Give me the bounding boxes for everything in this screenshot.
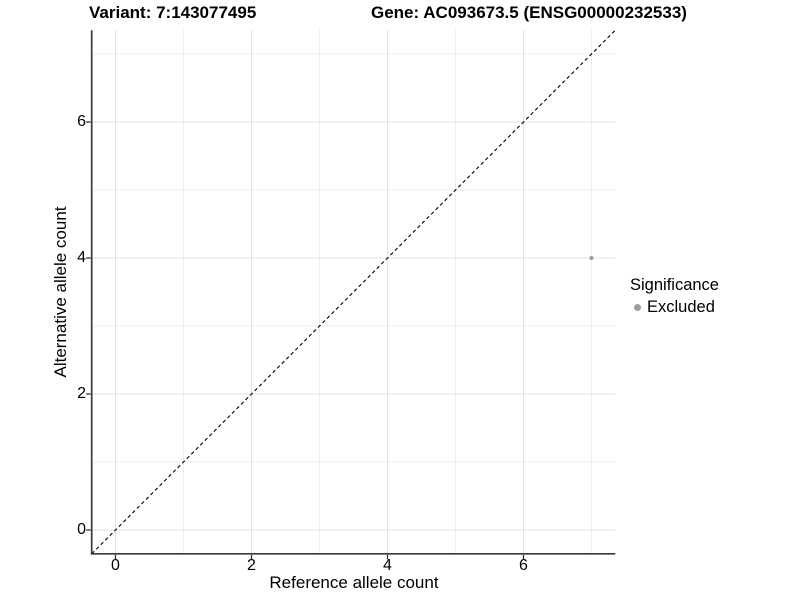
y-tick-label: 6 <box>77 113 86 130</box>
y-tick-label: 2 <box>77 385 86 402</box>
plot-title-gene: Gene: AC093673.5 (ENSG00000232533) <box>371 3 687 22</box>
identity-line <box>91 29 616 555</box>
legend-title: Significance <box>630 276 719 294</box>
legend-item-excluded: Excluded <box>630 298 719 317</box>
x-tick-label: 6 <box>519 557 528 574</box>
y-tick-label: 0 <box>77 521 86 538</box>
x-tick-label: 2 <box>247 557 256 574</box>
y-tick-label: 4 <box>77 249 86 266</box>
legend: Significance Excluded <box>630 276 719 317</box>
x-tick-label: 0 <box>111 557 120 574</box>
legend-item-label: Excluded <box>647 298 715 316</box>
y-axis-title: Alternative allele count <box>51 206 70 378</box>
data-point <box>589 256 594 260</box>
x-tick-label: 4 <box>383 557 392 574</box>
excluded-point-icon <box>634 304 641 311</box>
x-axis-title: Reference allele count <box>269 573 439 592</box>
plot-title-variant: Variant: 7:143077495 <box>89 3 257 22</box>
